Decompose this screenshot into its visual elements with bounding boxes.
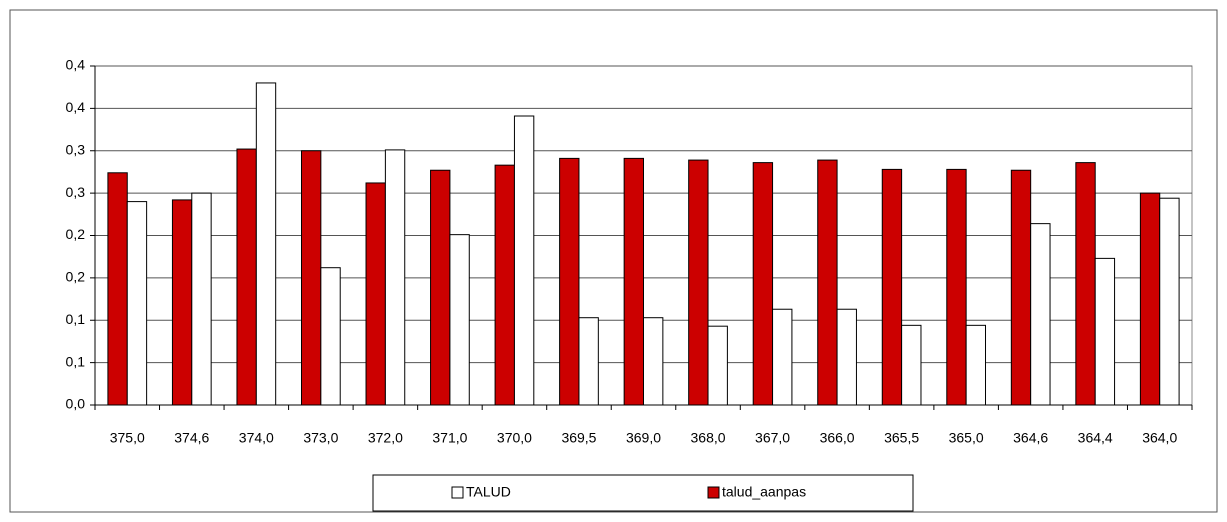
- bar: [965, 324, 987, 406]
- x-tick-label: 373,0: [303, 430, 338, 446]
- y-tick-label: 0,1: [66, 353, 86, 369]
- x-tick-label: 365,5: [884, 430, 919, 446]
- y-tick-label: 0,0: [66, 396, 86, 412]
- x-tick-label: 374,6: [174, 430, 209, 446]
- y-tick-label: 0,2: [66, 226, 86, 242]
- x-tick-label: 364,6: [1013, 430, 1048, 446]
- bar: [449, 234, 470, 406]
- bar: [901, 324, 922, 406]
- bar: [320, 267, 341, 406]
- x-tick-label: 370,0: [497, 430, 532, 446]
- bar: [707, 325, 728, 406]
- bar: [171, 199, 193, 406]
- bar: [494, 164, 515, 406]
- bar: [836, 308, 857, 406]
- bar: [365, 182, 386, 406]
- bar: [623, 157, 644, 406]
- bar: [578, 317, 599, 406]
- bar: [236, 148, 257, 406]
- bar: [300, 150, 322, 406]
- bar: [559, 157, 580, 406]
- x-tick-label: 366,0: [820, 430, 855, 446]
- x-tick-label: 371,0: [432, 430, 467, 446]
- bar: [1139, 192, 1161, 406]
- bar: [817, 159, 838, 406]
- bar: [946, 168, 967, 406]
- bar: [1075, 162, 1096, 406]
- bar: [430, 169, 451, 406]
- bar: [688, 159, 709, 406]
- bar: [191, 192, 212, 406]
- bar: [255, 82, 277, 406]
- bar: [1010, 169, 1032, 406]
- y-tick-label: 0,4: [66, 57, 86, 73]
- y-tick-label: 0,4: [66, 99, 86, 115]
- bar: [643, 317, 664, 406]
- x-tick-label: 364,4: [1078, 430, 1113, 446]
- y-tick-label: 0,1: [66, 311, 86, 327]
- bar: [513, 115, 535, 406]
- legend-swatch: [707, 486, 720, 499]
- x-tick-label: 372,0: [368, 430, 403, 446]
- legend-label: talud_aanpas: [722, 484, 806, 500]
- bar: [752, 162, 774, 406]
- x-tick-label: 369,0: [626, 430, 661, 446]
- x-tick-label: 369,5: [561, 430, 596, 446]
- x-tick-label: 367,0: [755, 430, 790, 446]
- y-tick-label: 0,2: [66, 269, 86, 285]
- legend-label: TALUD: [466, 484, 511, 500]
- x-tick-label: 374,0: [239, 430, 274, 446]
- x-tick-label: 365,0: [949, 430, 984, 446]
- x-tick-label: 368,0: [691, 430, 726, 446]
- y-tick-label: 0,3: [66, 184, 86, 200]
- bar: [772, 308, 793, 406]
- x-tick-label: 375,0: [110, 430, 145, 446]
- y-tick-label: 0,3: [66, 141, 86, 157]
- bar: [384, 149, 406, 406]
- bar: [1094, 257, 1116, 406]
- x-tick-label: 364,0: [1142, 430, 1177, 446]
- legend-swatch: [451, 486, 464, 499]
- bar: [107, 172, 128, 406]
- bar: [881, 168, 903, 406]
- bar: [1159, 197, 1180, 406]
- bar: [1030, 223, 1051, 406]
- bar: [126, 201, 148, 406]
